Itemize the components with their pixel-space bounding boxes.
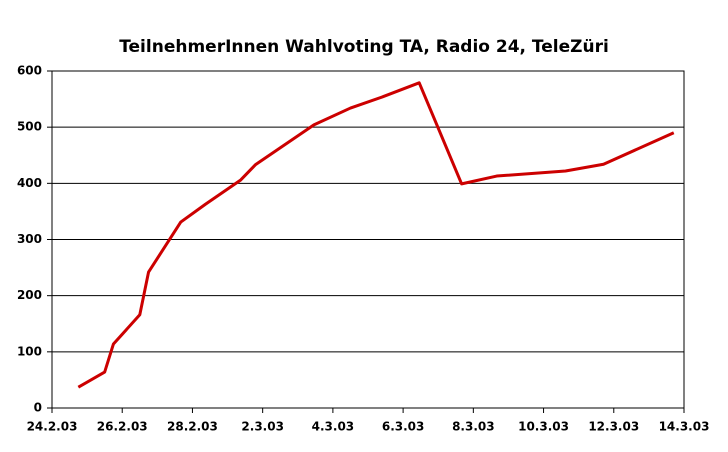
x-tick-label: 24.2.03 [27, 420, 78, 434]
x-tick-label: 10.3.03 [518, 420, 569, 434]
y-tick-label: 500 [17, 120, 42, 134]
y-tick-label: 200 [17, 288, 42, 302]
x-tick-label: 6.3.03 [382, 420, 425, 434]
y-tick-label: 600 [17, 64, 42, 78]
plot-frame [51, 70, 685, 409]
y-tick-label: 400 [17, 176, 42, 190]
data-line [77, 81, 675, 389]
x-tick-label: 28.2.03 [167, 420, 218, 434]
x-tick-label: 4.3.03 [312, 420, 355, 434]
chart-title: TeilnehmerInnen Wahlvoting TA, Radio 24,… [119, 37, 609, 57]
y-tick-label: 100 [17, 344, 42, 358]
x-tick-label: 14.3.03 [659, 420, 710, 434]
x-tick-label: 2.3.03 [241, 420, 284, 434]
y-tick-label: 0 [34, 401, 42, 415]
x-tick-label: 12.3.03 [588, 420, 639, 434]
y-tick-label: 300 [17, 232, 42, 246]
x-tick-label: 26.2.03 [97, 420, 148, 434]
x-tick-label: 8.3.03 [452, 420, 495, 434]
